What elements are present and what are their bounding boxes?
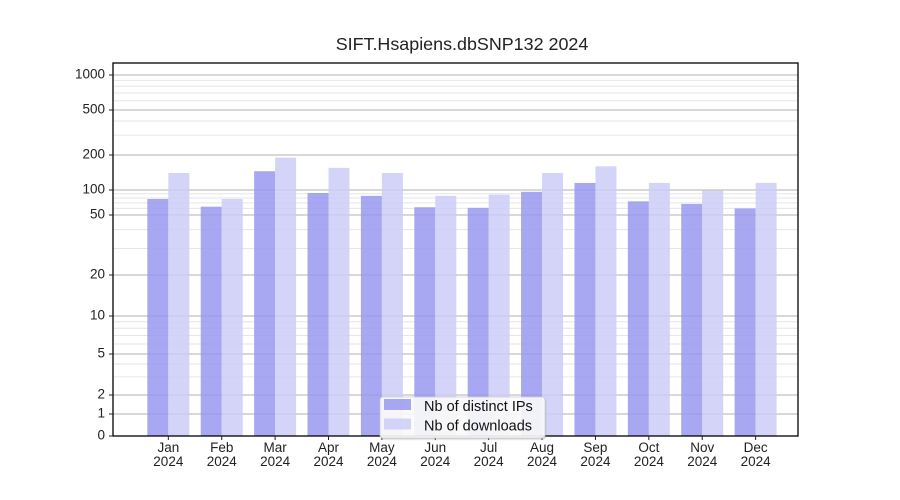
svg-text:Jan: Jan <box>157 440 179 455</box>
svg-text:20: 20 <box>90 267 105 282</box>
svg-text:Apr: Apr <box>318 440 340 455</box>
svg-text:2024: 2024 <box>741 454 772 469</box>
svg-text:SIFT.Hsapiens.dbSNP132 2024: SIFT.Hsapiens.dbSNP132 2024 <box>336 34 589 54</box>
svg-text:200: 200 <box>82 147 105 162</box>
svg-text:2024: 2024 <box>687 454 718 469</box>
svg-text:May: May <box>369 440 395 455</box>
svg-text:Sep: Sep <box>583 440 607 455</box>
svg-text:Mar: Mar <box>263 440 287 455</box>
svg-text:1: 1 <box>97 406 105 421</box>
svg-text:2024: 2024 <box>260 454 291 469</box>
svg-text:Dec: Dec <box>744 440 768 455</box>
svg-text:Oct: Oct <box>638 440 659 455</box>
svg-text:Jun: Jun <box>424 440 446 455</box>
svg-text:Feb: Feb <box>210 440 233 455</box>
svg-text:2024: 2024 <box>367 454 398 469</box>
svg-text:2024: 2024 <box>313 454 344 469</box>
svg-text:50: 50 <box>90 207 105 222</box>
svg-text:Jul: Jul <box>480 440 497 455</box>
svg-text:2: 2 <box>97 387 105 402</box>
svg-text:2024: 2024 <box>420 454 451 469</box>
svg-text:500: 500 <box>82 102 105 117</box>
svg-text:Aug: Aug <box>530 440 554 455</box>
svg-text:2024: 2024 <box>207 454 238 469</box>
svg-text:Nb of distinct IPs: Nb of distinct IPs <box>424 399 533 415</box>
svg-text:1000: 1000 <box>75 67 105 82</box>
svg-text:2024: 2024 <box>527 454 558 469</box>
svg-text:100: 100 <box>82 182 105 197</box>
svg-text:10: 10 <box>90 308 105 323</box>
svg-text:5: 5 <box>97 346 105 361</box>
svg-text:2024: 2024 <box>153 454 184 469</box>
svg-text:2024: 2024 <box>474 454 505 469</box>
svg-text:Nov: Nov <box>690 440 714 455</box>
svg-text:0: 0 <box>97 428 105 443</box>
svg-text:2024: 2024 <box>580 454 611 469</box>
svg-text:Nb of downloads: Nb of downloads <box>424 419 532 435</box>
svg-text:2024: 2024 <box>634 454 665 469</box>
